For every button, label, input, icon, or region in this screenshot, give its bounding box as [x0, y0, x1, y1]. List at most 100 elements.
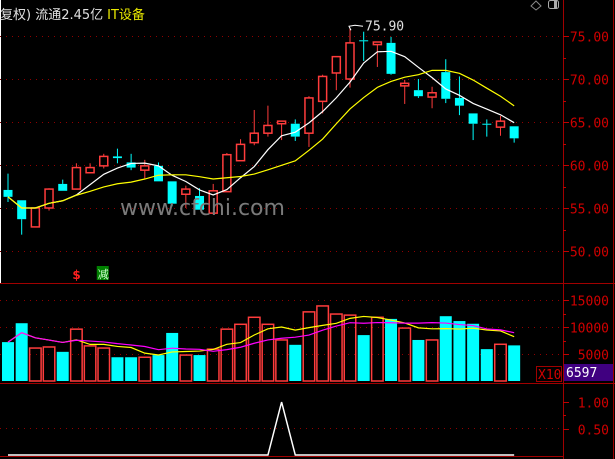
axis-tick-label: 75.00	[570, 31, 609, 46]
volume-bar	[234, 323, 248, 382]
volume-bar	[385, 318, 398, 381]
volume-bar	[179, 354, 193, 382]
candle-body	[276, 120, 287, 125]
candle	[44, 188, 54, 211]
candle-body	[372, 41, 383, 46]
volume-bar	[111, 357, 124, 381]
candle-body	[386, 42, 396, 74]
candle	[181, 185, 191, 208]
candle-body	[509, 126, 519, 139]
volume-bar	[261, 323, 275, 382]
candle-body	[427, 92, 437, 98]
candle	[345, 28, 355, 88]
volume-bar	[206, 348, 220, 382]
candle	[58, 179, 68, 191]
candle	[304, 96, 314, 147]
volume-ma-short	[7, 315, 515, 356]
candle	[399, 79, 410, 104]
candle	[126, 153, 136, 171]
candle-body	[249, 132, 259, 144]
candle	[495, 115, 506, 136]
candle-body	[99, 155, 109, 167]
candle	[372, 41, 383, 67]
volume-bar	[69, 328, 83, 382]
candle-body	[222, 153, 232, 193]
candle-body	[331, 55, 342, 74]
chart-header: 复权) 流通2.45亿 IT设备	[0, 4, 145, 23]
volume-unit-label: X10	[538, 368, 561, 383]
candle-body	[167, 181, 177, 204]
candle-body	[441, 72, 451, 99]
y-axes: 75.00 70.00 65.00 60.00 55.00 50.00 15000 10000…	[563, 31, 609, 439]
volume-bar	[425, 339, 439, 382]
volume-bar	[42, 346, 56, 382]
volume-bar	[28, 347, 42, 382]
candle-body	[140, 165, 150, 171]
candle	[359, 31, 369, 61]
candle	[3, 173, 13, 202]
candle	[331, 55, 342, 91]
candle	[235, 139, 246, 162]
candle	[17, 200, 27, 235]
volume-bar	[138, 356, 152, 382]
candle-body	[85, 166, 95, 174]
volume-bar	[15, 323, 28, 381]
candle-body	[112, 156, 122, 159]
candle	[290, 119, 300, 141]
axis-tick-label: 55.00	[570, 203, 609, 218]
candle	[468, 113, 478, 141]
watermark: www.cfchi.com	[120, 196, 285, 221]
candle	[208, 183, 218, 214]
volume-bar	[125, 357, 138, 381]
diamond-icon[interactable]	[530, 0, 542, 11]
volume-unit-box: X10	[536, 366, 562, 383]
axis-tick-label: 50.00	[570, 246, 609, 261]
volume-bar	[2, 342, 14, 381]
signal-reduce-bg	[96, 266, 109, 280]
candle-body	[482, 123, 492, 125]
price-annotation: 75.90	[348, 19, 404, 34]
volume-bar	[193, 355, 206, 381]
volume-bar	[370, 316, 384, 382]
axis-tick-label: 65.00	[570, 117, 609, 132]
indicator-line	[8, 401, 515, 456]
volume-bar	[357, 335, 370, 381]
candle	[454, 76, 464, 116]
candle-body	[263, 124, 273, 134]
axis-tick-label: 60.00	[570, 160, 609, 175]
candle-body	[181, 188, 191, 195]
volume-bar	[480, 349, 493, 381]
volume-bar	[412, 339, 425, 381]
candle	[276, 120, 287, 141]
candle	[30, 207, 41, 228]
candle	[317, 74, 328, 114]
candle-body	[71, 166, 82, 190]
signals: $ 减	[72, 266, 109, 282]
candle	[249, 109, 259, 146]
candle	[482, 119, 492, 137]
axis-tick-label: 1.00	[578, 397, 609, 412]
stock-title: 复权) 流通2.45亿	[0, 8, 104, 23]
candle	[413, 79, 423, 98]
window-icon[interactable]	[548, 0, 559, 9]
candle	[263, 105, 273, 137]
volume-bar	[275, 339, 289, 382]
volume-bar	[302, 311, 316, 382]
signal-dollar: $	[72, 268, 80, 282]
candle-body	[30, 207, 41, 228]
candle-body	[304, 97, 314, 134]
candles	[3, 28, 519, 235]
axis-tick-label: 0.50	[578, 424, 609, 439]
volume-bar	[289, 344, 302, 381]
axis-tick-label: 15000	[570, 295, 609, 310]
volume-bar	[220, 328, 234, 382]
candle	[427, 86, 437, 109]
candle	[167, 181, 177, 207]
candle-body	[413, 90, 423, 97]
candle	[99, 153, 109, 169]
volume-bar	[83, 345, 97, 382]
volume-ma-long	[7, 321, 515, 352]
volume-bar	[316, 305, 330, 382]
